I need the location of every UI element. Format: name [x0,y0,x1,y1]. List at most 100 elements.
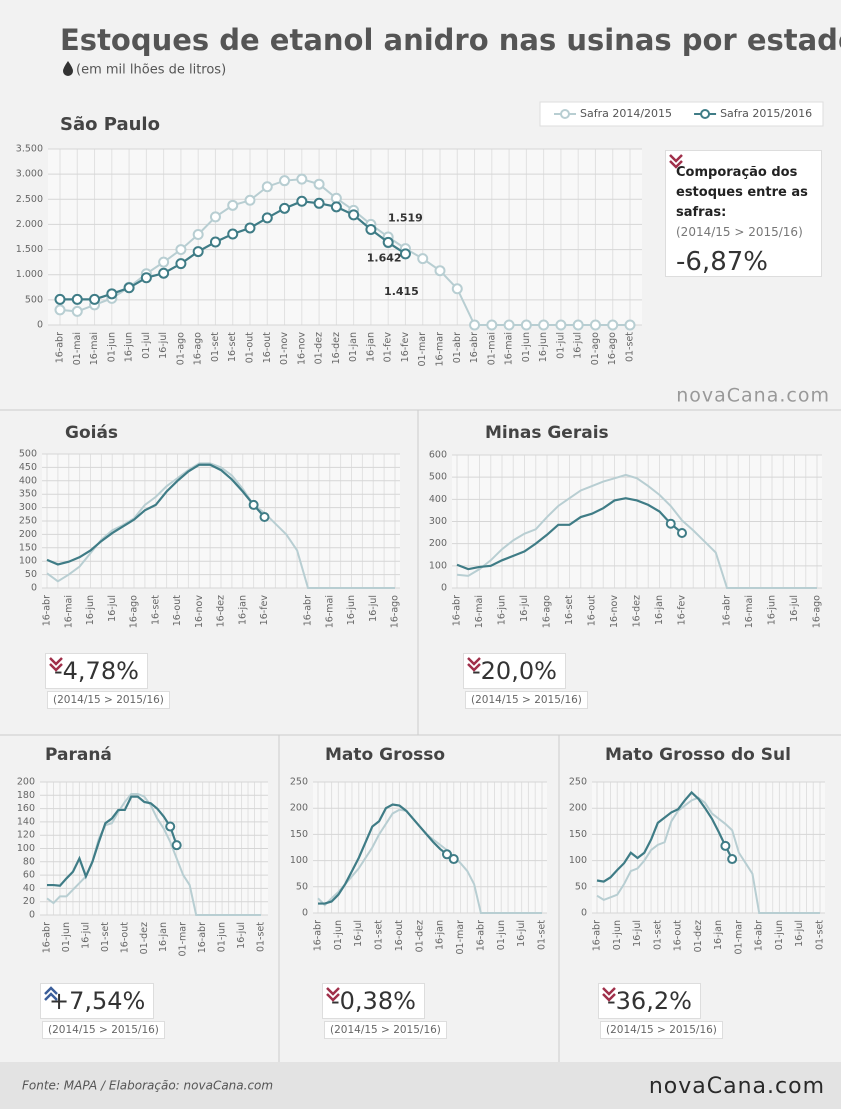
y-tick-label: 250 [290,777,308,788]
y-tick-label: 400 [19,475,37,486]
y-tick-label: 3.500 [16,144,43,155]
y-tick-label: 0 [302,908,308,919]
series-line [46,792,261,916]
point-marker [348,209,360,221]
x-tick-label: 16-jul [516,920,527,947]
comparison-period-box: (2014/15 > 2015/16) [465,691,588,709]
point-marker [572,319,584,331]
change-value: -0,38% [331,987,416,1015]
point-marker [175,258,187,270]
point-marker [382,236,394,248]
change-arrow [49,657,63,672]
y-tick-label: 300 [429,516,447,527]
plot-area [48,149,642,325]
y-tick-label: 200 [290,803,308,814]
chevron [467,657,481,666]
y-tick-label: 100 [429,560,447,571]
x-tick-label: 16-jul [573,332,584,359]
x-tick-label: 16-fev [259,595,270,626]
x-tick-label: 01-set [815,920,826,950]
y-tick-label: 100 [569,855,587,866]
comparison-period: (2014/15 > 2015/16) [330,1024,441,1036]
x-tick-label: 16-abr [42,595,53,626]
value-label: 1.642 [367,251,402,264]
point-marker [192,246,204,258]
chevron [467,663,481,672]
x-tick-label: 01-set [625,332,636,362]
comparison-period: (2014/15 > 2015/16) [606,1024,717,1036]
y-tick-label: 200 [569,803,587,814]
x-tick-label: 16-jul [519,595,530,622]
point-marker [589,319,601,331]
comparison-box: +7,54% [40,983,155,1019]
x-tick-label: 16-jan [365,332,376,362]
x-tick-label: 16-abr [452,595,463,626]
point-marker [441,849,452,860]
comparison-row: +7,54% [44,986,145,1015]
legend-marker [700,109,711,119]
point-marker [434,265,446,277]
x-tick-label: 16-set [564,595,575,625]
change-value: -36,2% [607,987,692,1015]
x-tick-label: 01-dez [414,920,425,952]
comparison-row: -4,78% [49,657,139,685]
x-tick-label: 01-jun [333,920,344,950]
point-marker [313,197,325,209]
point-marker [106,288,118,300]
x-tick-label: 01-mai [72,332,83,365]
chart-title: Mato Grosso [325,745,445,765]
x-tick-label: 01-ago [590,332,601,365]
x-tick-label: 16-jun [346,595,357,625]
series-line [318,803,455,905]
x-tick-label: 01-abr [452,332,463,363]
x-tick-label: 16-mai [474,595,485,628]
x-tick-label: 16-mai [89,332,100,365]
x-tick-label: 16-fev [677,595,688,626]
y-tick-label: 100 [290,855,308,866]
x-tick-label: 01-jan [348,332,359,362]
y-tick-label: 200 [17,777,35,788]
series-line [456,473,817,589]
point-marker [192,228,204,240]
y-tick-label: 350 [19,489,37,500]
y-tick-label: 400 [429,494,447,505]
change-value: -4,78% [54,657,139,685]
x-tick-label: 16-out [673,920,684,952]
page-title: Estoques de etanol anidro nas usinas por… [60,23,841,57]
chevron [602,993,616,1002]
point-marker [89,293,101,305]
x-tick-label: 16-nov [194,595,205,628]
comparison-row: -36,2% [602,987,692,1015]
point-marker [330,201,342,213]
y-tick-label: 300 [19,502,37,513]
y-tick-label: 50 [296,881,308,892]
x-tick-label: 16-jun [767,595,778,625]
point-marker [624,319,636,331]
y-tick-label: 500 [25,294,43,305]
x-tick-label: 01-mar [733,920,744,955]
x-tick-label: 01-jun [496,920,507,950]
x-tick-label: 16-ago [542,595,553,628]
x-tick-label: 01-set [537,920,548,950]
x-tick-label: 16-abr [469,332,480,363]
x-tick-label: 01-set [100,922,111,952]
x-tick-label: 01-set [256,922,267,952]
point-marker [71,293,83,305]
comparison-period-box: (2014/15 > 2015/16) [42,1021,165,1039]
subtitle: (em mil lhões de litros) [76,63,226,78]
x-tick-label: 16-jun [124,332,135,362]
comparison-row: -0,38% [326,987,416,1015]
point-marker [123,282,135,294]
point-marker [171,840,182,851]
value-label: 1.415 [384,285,419,298]
point-marker [244,194,256,206]
point-marker [244,222,256,234]
point-marker [720,840,731,851]
point-marker [399,248,411,260]
y-tick-label: 250 [19,516,37,527]
series-line [596,790,734,883]
x-tick-label: 16-abr [475,920,486,951]
comparison-row: -6,87% [669,154,811,277]
x-tick-label: 16-jun [497,595,508,625]
